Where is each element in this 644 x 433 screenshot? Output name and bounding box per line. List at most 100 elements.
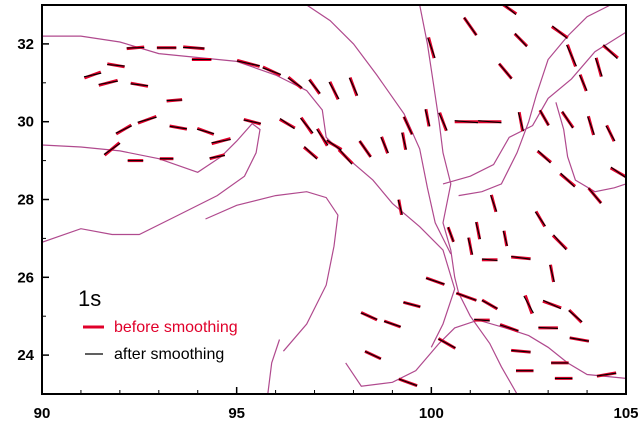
after-smoothing-segment bbox=[300, 117, 314, 134]
y-tick-label: 28 bbox=[17, 192, 34, 209]
fault-line bbox=[458, 5, 611, 197]
after-smoothing-segment bbox=[454, 120, 479, 124]
x-tick-label: 100 bbox=[419, 405, 444, 422]
after-smoothing-segment bbox=[425, 277, 445, 285]
after-smoothing-segment bbox=[209, 154, 225, 159]
after-smoothing-segment bbox=[538, 326, 558, 329]
after-smoothing-segment bbox=[463, 17, 477, 36]
after-smoothing-segment bbox=[243, 119, 261, 125]
y-tick-label: 32 bbox=[17, 36, 34, 53]
fault-line bbox=[205, 191, 339, 352]
fault-line bbox=[555, 102, 626, 193]
fault-line bbox=[42, 122, 261, 243]
after-smoothing-segment bbox=[534, 211, 546, 227]
after-smoothing-segment bbox=[183, 46, 205, 49]
x-tick-label: 90 bbox=[34, 405, 51, 422]
after-smoothing-segment bbox=[398, 378, 418, 387]
after-smoothing-segment bbox=[103, 142, 121, 155]
after-smoothing-segment bbox=[553, 234, 567, 251]
after-smoothing-segment bbox=[514, 33, 528, 47]
after-smoothing-segment bbox=[511, 255, 531, 260]
after-smoothing-segments bbox=[83, 5, 626, 387]
after-smoothing-segment bbox=[279, 118, 295, 130]
y-tick-label: 26 bbox=[17, 269, 34, 286]
y-tick-label: 24 bbox=[17, 347, 34, 364]
axis-ticks: 90 95 100 105 24 26 28 30 32 bbox=[17, 4, 639, 422]
fault-line bbox=[306, 5, 452, 255]
after-smoothing-segment bbox=[561, 111, 574, 129]
fault-line bbox=[442, 31, 626, 185]
legend-period: 1s bbox=[78, 286, 101, 311]
after-smoothing-segment bbox=[316, 128, 329, 146]
after-smoothing-segment bbox=[427, 37, 436, 59]
after-smoothing-segment bbox=[481, 299, 498, 310]
after-smoothing-segment bbox=[587, 116, 595, 135]
after-smoothing-segment bbox=[98, 80, 118, 86]
after-smoothing-segment bbox=[196, 128, 215, 135]
y-tick-label: 30 bbox=[17, 114, 34, 131]
after-smoothing-segment bbox=[308, 79, 321, 94]
x-tick-label: 95 bbox=[228, 405, 245, 422]
after-smoothing-segment bbox=[588, 187, 602, 204]
after-smoothing-segment bbox=[502, 230, 508, 247]
after-smoothing-segment bbox=[287, 77, 303, 89]
after-smoothing-segment bbox=[380, 136, 389, 154]
after-smoothing-segment bbox=[211, 138, 231, 144]
after-smoothing-segment bbox=[594, 57, 603, 77]
fault-line bbox=[267, 339, 281, 394]
after-smoothing-segment bbox=[481, 258, 498, 262]
after-smoothing-segment bbox=[403, 116, 413, 135]
after-smoothing-segment bbox=[568, 310, 583, 323]
after-smoothing-segment bbox=[603, 44, 618, 59]
after-smoothing-segment bbox=[498, 63, 513, 79]
after-smoothing-segment bbox=[579, 74, 588, 91]
after-smoothing-segment bbox=[537, 150, 551, 164]
after-smoothing-segment bbox=[523, 295, 534, 314]
after-smoothing-segment bbox=[490, 195, 498, 212]
x-tick-label: 105 bbox=[613, 405, 638, 422]
after-smoothing-segment bbox=[137, 116, 157, 123]
after-smoothing-segment bbox=[424, 109, 431, 127]
after-smoothing-segment bbox=[364, 350, 382, 360]
after-smoothing-segment bbox=[542, 299, 562, 310]
after-smoothing-segment bbox=[262, 67, 282, 76]
after-smoothing-segment bbox=[456, 292, 477, 301]
after-smoothing-segment bbox=[338, 148, 353, 165]
after-smoothing-segment bbox=[474, 318, 490, 322]
after-smoothing-segment bbox=[126, 46, 145, 49]
after-smoothing-segment bbox=[326, 139, 342, 151]
legend: 1s before smoothing after smoothing bbox=[78, 286, 238, 363]
fault-boundaries bbox=[42, 5, 626, 394]
after-smoothing-segment bbox=[115, 125, 132, 134]
after-smoothing-segment bbox=[166, 99, 183, 102]
after-smoothing-segment bbox=[438, 112, 448, 131]
after-smoothing-segment bbox=[169, 125, 187, 130]
after-smoothing-segment bbox=[566, 44, 577, 67]
after-smoothing-segment bbox=[605, 125, 616, 142]
after-smoothing-segment bbox=[383, 320, 401, 328]
after-smoothing-segment bbox=[360, 312, 378, 321]
after-smoothing-segment bbox=[549, 264, 555, 283]
after-smoothing-segment bbox=[478, 120, 502, 124]
after-smoothing-segment bbox=[596, 372, 617, 377]
after-smoothing-segment bbox=[403, 301, 421, 308]
after-smoothing-segment bbox=[560, 172, 575, 188]
after-smoothing-segment bbox=[447, 227, 455, 242]
legend-before-label: before smoothing bbox=[114, 319, 238, 336]
fault-line bbox=[419, 5, 518, 394]
after-smoothing-segment bbox=[475, 222, 481, 240]
after-smoothing-segment bbox=[401, 132, 407, 150]
after-smoothing-segment bbox=[236, 60, 260, 67]
after-smoothing-segment bbox=[348, 77, 359, 96]
after-smoothing-segment bbox=[499, 324, 519, 332]
after-smoothing-segment bbox=[539, 109, 550, 126]
after-smoothing-segment bbox=[107, 63, 125, 67]
fault-line bbox=[345, 319, 626, 387]
after-smoothing-segment bbox=[328, 81, 340, 100]
after-smoothing-segment bbox=[552, 25, 568, 39]
after-smoothing-segment bbox=[610, 166, 626, 178]
after-smoothing-segment bbox=[359, 140, 372, 158]
after-smoothing-segment bbox=[438, 338, 456, 349]
after-smoothing-segment bbox=[397, 199, 403, 215]
